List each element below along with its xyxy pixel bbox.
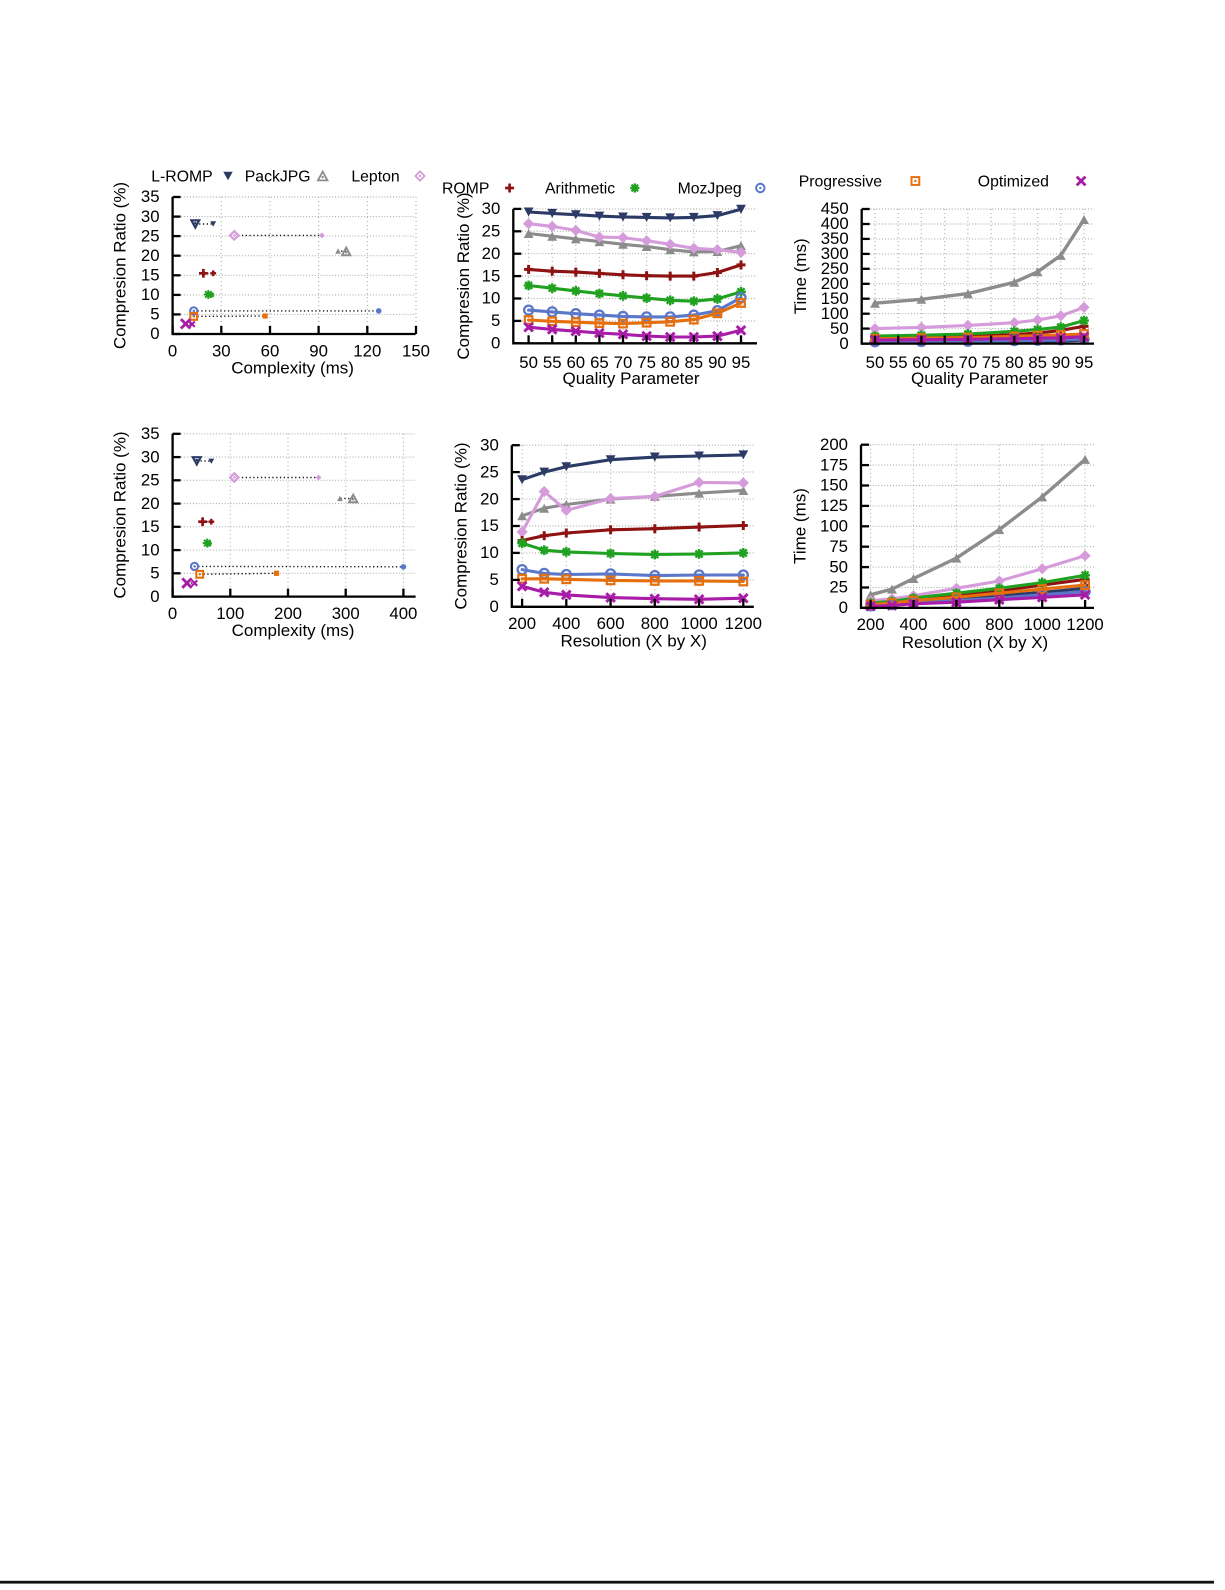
svg-text:0: 0 [150, 587, 159, 606]
svg-text:1000: 1000 [1024, 615, 1061, 634]
svg-text:90: 90 [708, 353, 727, 372]
svg-text:400: 400 [552, 614, 580, 633]
svg-text:0: 0 [491, 334, 500, 353]
svg-text:35: 35 [141, 424, 160, 443]
svg-text:600: 600 [597, 614, 625, 633]
svg-text:50: 50 [829, 557, 848, 576]
svg-text:1200: 1200 [1066, 615, 1103, 634]
svg-text:Quality Parameter: Quality Parameter [911, 369, 1048, 388]
svg-text:25: 25 [829, 578, 848, 597]
svg-text:50: 50 [519, 353, 538, 372]
svg-text:20: 20 [141, 246, 160, 265]
svg-text:25: 25 [141, 226, 160, 245]
svg-text:200: 200 [820, 435, 848, 454]
svg-text:150: 150 [820, 476, 848, 495]
svg-text:400: 400 [389, 604, 417, 623]
svg-text:10: 10 [141, 540, 160, 559]
svg-text:15: 15 [141, 517, 160, 536]
svg-text:Compresion Ratio (%): Compresion Ratio (%) [111, 182, 130, 349]
svg-text:15: 15 [482, 266, 501, 285]
svg-text:L-ROMP: L-ROMP [151, 169, 212, 186]
svg-text:30: 30 [212, 342, 231, 361]
svg-text:Compresion Ratio (%): Compresion Ratio (%) [454, 192, 473, 359]
svg-text:20: 20 [482, 244, 501, 263]
svg-text:Time (ms): Time (ms) [790, 488, 809, 564]
svg-text:0: 0 [489, 597, 498, 616]
svg-text:800: 800 [985, 615, 1013, 634]
svg-text:200: 200 [508, 614, 536, 633]
svg-text:10: 10 [480, 543, 499, 562]
svg-text:0: 0 [168, 604, 177, 623]
svg-text:0: 0 [168, 342, 177, 361]
svg-text:15: 15 [141, 266, 160, 285]
svg-text:Resolution (X by X): Resolution (X by X) [902, 633, 1048, 652]
svg-text:25: 25 [480, 462, 499, 481]
svg-text:Compresion Ratio (%): Compresion Ratio (%) [451, 442, 470, 609]
svg-text:5: 5 [491, 311, 500, 330]
svg-text:1000: 1000 [680, 614, 717, 633]
svg-text:75: 75 [829, 537, 848, 556]
svg-text:200: 200 [857, 615, 885, 634]
svg-text:35: 35 [141, 187, 160, 206]
svg-text:0: 0 [839, 598, 848, 617]
svg-text:Complexity (ms): Complexity (ms) [231, 359, 354, 378]
svg-text:ROMP: ROMP [442, 181, 489, 198]
svg-text:Lepton: Lepton [351, 169, 399, 186]
svg-text:Progressive: Progressive [799, 174, 883, 191]
svg-text:Compresion Ratio (%): Compresion Ratio (%) [111, 431, 130, 598]
svg-text:5: 5 [489, 570, 498, 589]
svg-text:10: 10 [482, 289, 501, 308]
svg-text:450: 450 [821, 199, 849, 218]
svg-text:400: 400 [900, 615, 928, 634]
svg-text:100: 100 [820, 517, 848, 536]
svg-text:15: 15 [480, 516, 499, 535]
svg-text:Resolution (X by X): Resolution (X by X) [560, 632, 706, 651]
svg-text:20: 20 [141, 494, 160, 513]
svg-text:25: 25 [482, 222, 501, 241]
svg-text:30: 30 [482, 199, 501, 218]
svg-text:1200: 1200 [725, 614, 762, 633]
svg-text:55: 55 [543, 353, 562, 372]
svg-text:20: 20 [480, 489, 499, 508]
svg-text:600: 600 [942, 615, 970, 634]
svg-text:800: 800 [641, 614, 669, 633]
svg-text:5: 5 [150, 564, 159, 583]
svg-text:30: 30 [141, 447, 160, 466]
svg-text:30: 30 [141, 207, 160, 226]
svg-text:Quality Parameter: Quality Parameter [563, 369, 700, 388]
svg-text:5: 5 [150, 305, 159, 324]
svg-text:10: 10 [141, 285, 160, 304]
svg-text:PackJPG: PackJPG [245, 169, 311, 186]
svg-text:Arithmetic: Arithmetic [545, 181, 615, 198]
svg-text:120: 120 [353, 342, 381, 361]
svg-text:MozJpeg: MozJpeg [678, 181, 742, 198]
svg-text:Time (ms): Time (ms) [791, 238, 810, 314]
svg-text:175: 175 [820, 455, 848, 474]
svg-text:55: 55 [889, 353, 908, 372]
svg-text:95: 95 [1075, 353, 1094, 372]
svg-text:125: 125 [820, 496, 848, 515]
svg-text:25: 25 [141, 471, 160, 490]
svg-text:30: 30 [480, 435, 499, 454]
svg-text:90: 90 [1051, 353, 1070, 372]
svg-text:50: 50 [866, 353, 885, 372]
svg-text:150: 150 [402, 342, 430, 361]
svg-text:Complexity (ms): Complexity (ms) [232, 621, 355, 640]
svg-text:95: 95 [732, 353, 751, 372]
svg-text:Optimized: Optimized [978, 174, 1049, 191]
svg-text:0: 0 [150, 324, 159, 343]
